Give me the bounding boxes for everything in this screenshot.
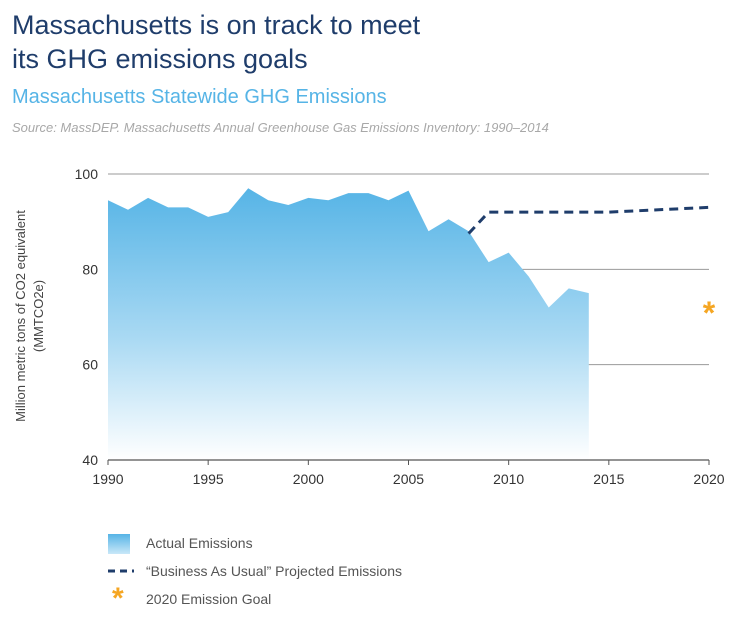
legend-actual-swatch xyxy=(108,534,130,554)
x-tick-label: 2010 xyxy=(493,471,524,487)
axes: 40 60 80 100 1990 1995 2000 2005 2010 2015 2020 xyxy=(75,166,725,487)
title-line-2: its GHG emissions goals xyxy=(12,44,308,74)
y-axis-label-unit: (MMTCO2e) xyxy=(31,280,46,352)
goal-series: * xyxy=(703,295,716,331)
legend-actual xyxy=(108,533,130,555)
chart-subtitle: Massachusetts Statewide GHG Emissions xyxy=(12,86,387,108)
actual-emissions-series xyxy=(108,188,589,461)
x-tick-label: 1990 xyxy=(92,471,123,487)
legend-bau xyxy=(108,560,134,582)
legend-goal-label: 2020 Emission Goal xyxy=(146,591,272,607)
y-tick-label: 60 xyxy=(82,357,98,373)
y-tick-label: 40 xyxy=(82,452,98,468)
x-tick-label: 2020 xyxy=(693,471,724,487)
chart-title: Massachusetts is on track to meet its GH… xyxy=(12,8,712,76)
goal-marker-icon: * xyxy=(112,582,124,615)
x-tick-label: 2005 xyxy=(393,471,424,487)
bau-series xyxy=(467,205,710,235)
actual-emissions-area xyxy=(108,188,589,461)
legend-bau-swatch xyxy=(108,569,134,573)
source-note: Source: MassDEP. Massachusetts Annual Gr… xyxy=(12,120,549,135)
y-tick-label: 80 xyxy=(82,261,98,277)
bau-projection-line xyxy=(467,205,710,235)
x-tick-label: 1995 xyxy=(193,471,224,487)
legend-actual-label: Actual Emissions xyxy=(146,535,253,551)
y-axis-label: Million metric tons of CO2 equivalent xyxy=(13,210,28,422)
legend-goal: * xyxy=(108,582,124,615)
x-tick-label: 2000 xyxy=(293,471,324,487)
legend-bau-label: “Business As Usual” Projected Emissions xyxy=(146,563,402,579)
goal-2020-marker: * xyxy=(703,295,716,331)
title-line-1: Massachusetts is on track to meet xyxy=(12,10,421,40)
x-tick-label: 2015 xyxy=(593,471,624,487)
y-tick-label: 100 xyxy=(75,166,99,182)
